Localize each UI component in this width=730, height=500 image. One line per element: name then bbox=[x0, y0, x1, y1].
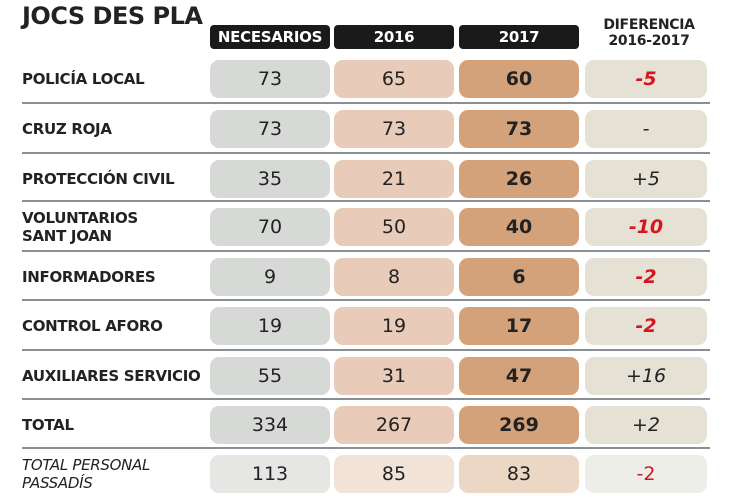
row-divider bbox=[22, 398, 710, 400]
cell-diferencia: -2 bbox=[585, 258, 707, 296]
cell-diferencia: - bbox=[585, 110, 707, 148]
column-header-2016: 2016 bbox=[334, 25, 454, 49]
cell-2017: 17 bbox=[459, 307, 579, 345]
cell-2017: 269 bbox=[459, 406, 579, 444]
cell-necesarios: 55 bbox=[210, 357, 330, 395]
cell-2016: 50 bbox=[334, 208, 454, 246]
row-divider bbox=[22, 200, 710, 202]
cell-2016: 31 bbox=[334, 357, 454, 395]
cell-necesarios: 70 bbox=[210, 208, 330, 246]
row-label: AUXILIARES SERVICIO bbox=[22, 367, 201, 385]
row-label: CRUZ ROJA bbox=[22, 120, 112, 138]
cell-diferencia: +5 bbox=[585, 160, 707, 198]
row-label-line: VOLUNTARIOS bbox=[22, 209, 138, 227]
row-divider bbox=[22, 250, 710, 252]
row-label-line: TOTAL PERSONAL bbox=[22, 456, 151, 474]
chart-title: JOCS DES PLA bbox=[22, 2, 203, 30]
row-divider bbox=[22, 349, 710, 351]
cell-necesarios: 113 bbox=[210, 455, 330, 493]
cell-2016: 21 bbox=[334, 160, 454, 198]
column-header-diferencia-line1: DIFERENCIA bbox=[603, 17, 695, 33]
row-divider bbox=[22, 447, 710, 449]
cell-2016: 8 bbox=[334, 258, 454, 296]
cell-necesarios: 19 bbox=[210, 307, 330, 345]
cell-2016: 267 bbox=[334, 406, 454, 444]
cell-necesarios: 73 bbox=[210, 110, 330, 148]
cell-2017: 60 bbox=[459, 60, 579, 98]
cell-necesarios: 334 bbox=[210, 406, 330, 444]
cell-2016: 19 bbox=[334, 307, 454, 345]
cell-2017: 47 bbox=[459, 357, 579, 395]
cell-necesarios: 35 bbox=[210, 160, 330, 198]
cell-2016: 73 bbox=[334, 110, 454, 148]
cell-2017: 40 bbox=[459, 208, 579, 246]
cell-2017: 83 bbox=[459, 455, 579, 493]
cell-diferencia: +2 bbox=[585, 406, 707, 444]
cell-necesarios: 73 bbox=[210, 60, 330, 98]
row-label: CONTROL AFORO bbox=[22, 317, 163, 335]
row-label: TOTAL bbox=[22, 416, 74, 434]
cell-diferencia: -2 bbox=[585, 307, 707, 345]
cell-diferencia: -5 bbox=[585, 60, 707, 98]
row-label: PROTECCIÓN CIVIL bbox=[22, 170, 175, 188]
cell-diferencia: +16 bbox=[585, 357, 707, 395]
cell-diferencia: -2 bbox=[585, 455, 707, 493]
row-label-line: SANT JOAN bbox=[22, 227, 112, 245]
row-divider bbox=[22, 299, 710, 301]
column-header-diferencia-line2: 2016-2017 bbox=[608, 33, 690, 49]
cell-diferencia: -10 bbox=[585, 208, 707, 246]
row-label: TOTAL PERSONAL PASSADÍS bbox=[22, 456, 150, 492]
row-label: INFORMADORES bbox=[22, 268, 156, 286]
column-header-diferencia: DIFERENCIA 2016-2017 bbox=[588, 17, 710, 49]
column-header-necesarios: NECESARIOS bbox=[210, 25, 330, 49]
cell-2017: 73 bbox=[459, 110, 579, 148]
row-label: POLICÍA LOCAL bbox=[22, 70, 145, 88]
cell-2016: 65 bbox=[334, 60, 454, 98]
cell-2016: 85 bbox=[334, 455, 454, 493]
cell-necesarios: 9 bbox=[210, 258, 330, 296]
row-label-line: PASSADÍS bbox=[22, 474, 93, 492]
row-divider bbox=[22, 152, 710, 154]
cell-2017: 6 bbox=[459, 258, 579, 296]
cell-2017: 26 bbox=[459, 160, 579, 198]
column-header-2017: 2017 bbox=[459, 25, 579, 49]
row-divider bbox=[22, 102, 710, 104]
row-label: VOLUNTARIOS SANT JOAN bbox=[22, 209, 138, 245]
